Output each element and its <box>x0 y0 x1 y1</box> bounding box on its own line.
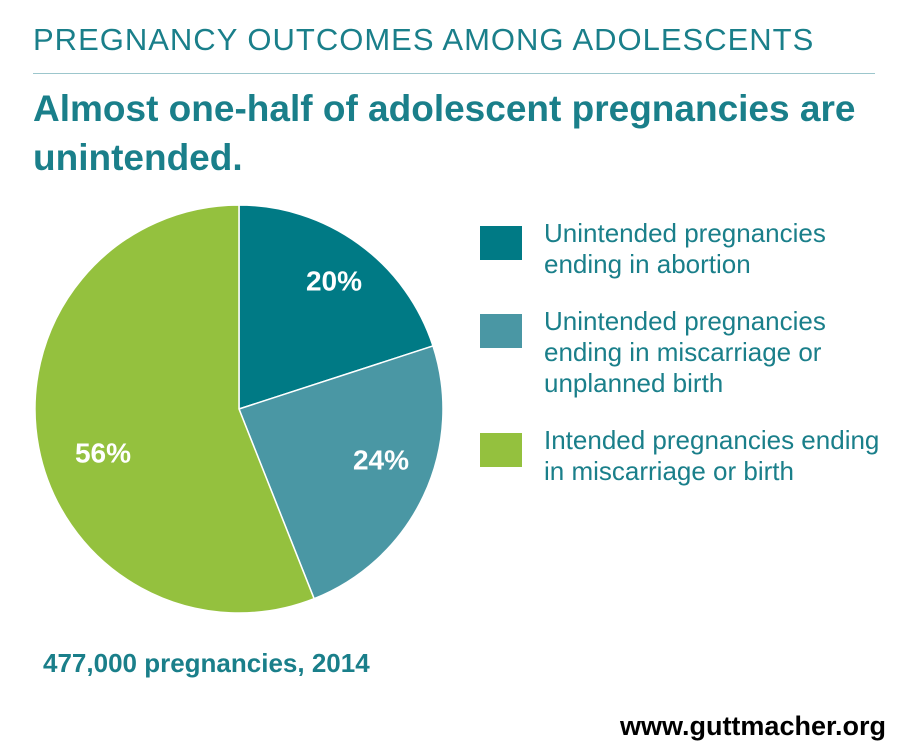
legend-item-1: Unintended pregnancies ending in abortio… <box>480 218 890 280</box>
legend-swatch <box>480 226 522 260</box>
chart-headline: Almost one-half of adolescent pregnancie… <box>33 88 856 178</box>
pie-slice-2 <box>238 345 444 600</box>
divider <box>33 73 875 74</box>
legend-label: Unintended pregnancies ending in miscarr… <box>544 306 826 398</box>
chart-legend: Unintended pregnancies ending in abortio… <box>480 218 890 513</box>
slice-label-3: 56% <box>75 437 131 468</box>
legend-item-2: Unintended pregnancies ending in miscarr… <box>480 306 890 399</box>
slice-label-2: 24% <box>353 444 409 475</box>
slice-label-1: 20% <box>306 265 362 296</box>
legend-label: Unintended pregnancies ending in abortio… <box>544 218 826 279</box>
total-note: 477,000 pregnancies, 2014 <box>43 648 370 678</box>
pie-chart: 20% 24% 56% <box>34 204 444 614</box>
legend-label: Intended pregnancies ending in miscarria… <box>544 425 880 486</box>
source-url: www.guttmacher.org <box>619 711 886 741</box>
legend-swatch <box>480 314 522 348</box>
pie-slice-3 <box>34 204 316 614</box>
legend-swatch <box>480 433 522 467</box>
pie-slice-1 <box>238 204 434 411</box>
kicker-title: PREGNANCY OUTCOMES AMONG ADOLESCENTS <box>33 22 815 57</box>
legend-item-3: Intended pregnancies ending in miscarria… <box>480 425 890 487</box>
